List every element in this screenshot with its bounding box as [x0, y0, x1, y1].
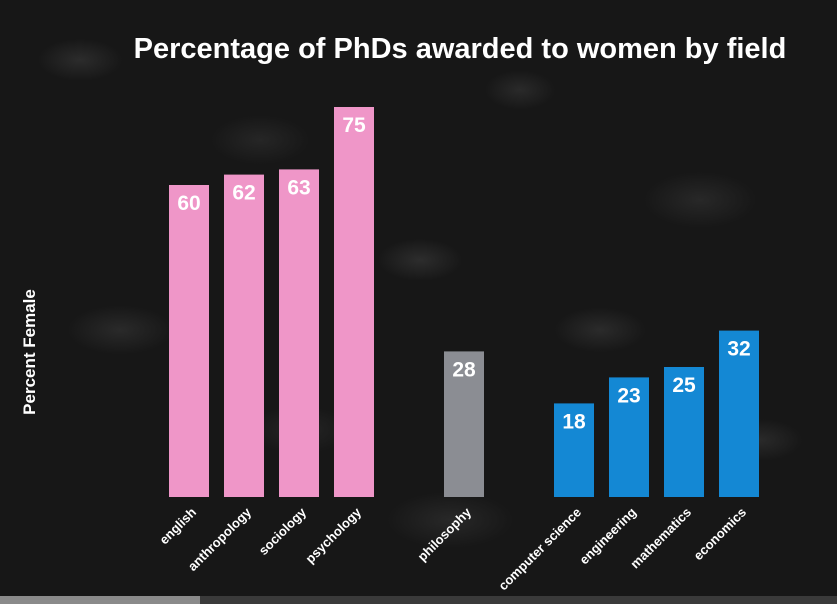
bar-psychology [334, 107, 374, 497]
y-axis-label: Percent Female [20, 289, 39, 415]
value-label-computer-science: 18 [562, 410, 586, 433]
x-tick-label-english: english [156, 504, 199, 547]
x-tick-label-sociology: sociology [256, 504, 310, 558]
x-tick-label-economics: economics [690, 505, 749, 564]
value-label-anthropology: 62 [232, 182, 255, 205]
bar-engineering [609, 377, 649, 497]
value-label-sociology: 63 [287, 176, 310, 199]
value-label-english: 60 [177, 192, 200, 215]
value-labels-group: 60 62 63 75 28 18 23 25 32 [177, 114, 750, 433]
x-tick-label-philosophy: philosophy [414, 504, 474, 564]
value-label-psychology: 75 [342, 114, 366, 137]
value-label-mathematics: 25 [672, 374, 696, 397]
bar-anthropology [224, 174, 264, 497]
bar-computer-science [554, 403, 594, 497]
bar-sociology [279, 169, 319, 497]
bar-philosophy [444, 351, 484, 497]
value-label-engineering: 23 [617, 384, 640, 407]
bars-group [169, 107, 759, 497]
x-tick-label-psychology: psychology [302, 504, 364, 566]
bar-mathematics [664, 367, 704, 497]
bar-economics [719, 330, 759, 497]
chart-title: Percentage of PhDs awarded to women by f… [134, 33, 787, 65]
video-progress-fill [0, 596, 200, 604]
value-label-philosophy: 28 [452, 358, 476, 381]
value-label-economics: 32 [727, 338, 750, 361]
video-progress-track[interactable] [0, 596, 837, 604]
bar-english [169, 185, 209, 497]
x-tick-label-computer-science: computer science [495, 505, 584, 594]
